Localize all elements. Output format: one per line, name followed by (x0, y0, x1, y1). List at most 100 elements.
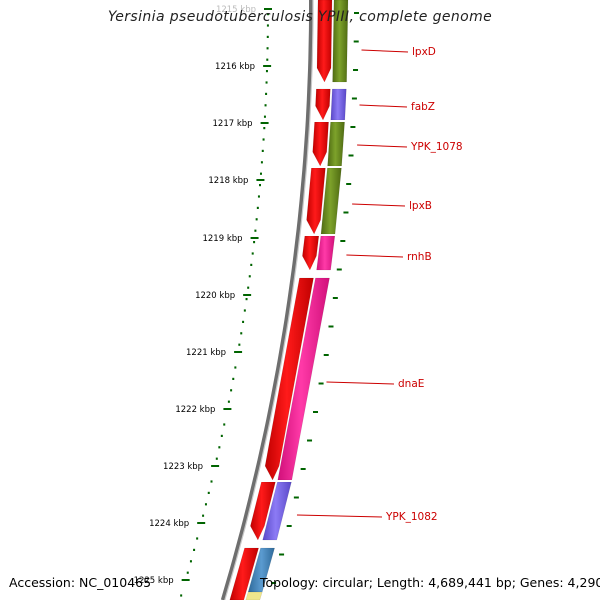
scale-minor-tick (227, 400, 230, 403)
scale-tick: 1215 kbp (216, 5, 273, 15)
scale-minor-tick (207, 491, 210, 494)
scale-tick-label: 1221 kbp (186, 348, 226, 358)
scale-minor-tick (193, 548, 196, 551)
scale-minor-tick (264, 104, 267, 107)
track-minor-tick (286, 525, 292, 527)
scale-tick-label: 1217 kbp (213, 119, 253, 129)
scale-minor-tick (218, 446, 221, 449)
gene-label-text: YPK_1078 (410, 141, 463, 153)
scale-minor-tick (215, 457, 218, 460)
scale-minor-tick (240, 332, 243, 335)
gene-label-text: lpxB (409, 200, 432, 212)
feature-track (229, 0, 353, 600)
scale-minor-tick (250, 263, 253, 266)
scale-minor-tick (266, 58, 269, 61)
scale-minor-tick (263, 127, 266, 130)
gene-label-YPK_1078: YPK_1078 (357, 141, 463, 153)
track-minor-tick (328, 325, 334, 328)
genome-summary-text: Topology: circular; Length: 4,689,441 bp… (260, 575, 600, 590)
gene-label-YPK_1082: YPK_1082 (296, 511, 438, 523)
forward-strand-arrow (229, 547, 259, 600)
scale-tick-label: 1216 kbp (215, 62, 255, 72)
feature-gap (307, 166, 348, 168)
backbone-line (220, 0, 313, 600)
gene-leader-line (357, 144, 408, 148)
scale-minor-tick (258, 184, 261, 187)
scale-minor-tick (260, 161, 263, 164)
scale-minor-tick (266, 47, 269, 50)
gene-leader-line (296, 514, 383, 518)
feature-gap (312, 83, 353, 85)
cds-block (327, 121, 345, 167)
scale-minor-tick (254, 229, 257, 232)
scale-minor-tick (257, 195, 260, 198)
gene-label-rnhB: rnhB (346, 251, 432, 263)
map-title: Yersinia pseudotuberculosis YPIII, compl… (107, 9, 493, 25)
scale-minor-tick (265, 92, 268, 95)
scale-minor-tick (247, 286, 250, 289)
track-minor-tick (340, 240, 346, 242)
scale-minor-tick (248, 275, 251, 278)
gene-label-lpxB: lpxB (352, 200, 432, 212)
scale-minor-tick (253, 241, 256, 244)
gene-label-lpxD: lpxD (361, 46, 436, 58)
gene-label-text: rnhB (407, 251, 432, 263)
gene-label-dnaE: dnaE (326, 378, 424, 390)
backbone (220, 0, 314, 600)
scale-minor-tick (204, 503, 207, 506)
scale-minor-tick (266, 35, 269, 38)
cds-block (316, 235, 336, 271)
scale-minor-tick (265, 70, 268, 73)
scale-minor-tick (196, 537, 199, 540)
scale-tick: 1220 kbp (195, 291, 252, 301)
forward-strand-arrow (264, 277, 314, 481)
scale-minor-tick (202, 514, 205, 517)
scale-minor-tick (210, 480, 213, 483)
track-minor-tick (346, 183, 352, 185)
track-minor-tick (313, 411, 319, 413)
scale-minor-tick (186, 571, 189, 574)
scale-tick-label: 1223 kbp (163, 462, 203, 472)
scale-tick-label: 1218 kbp (208, 176, 248, 186)
scale-minor-tick (262, 138, 265, 141)
track-minor-tick (271, 582, 277, 584)
forward-strand-arrow (312, 121, 329, 167)
scale-tick: 1225 kbp (134, 576, 190, 586)
cds-block (332, 0, 349, 83)
scale-tick-label: 1220 kbp (195, 291, 235, 301)
feature-gap (241, 543, 282, 545)
scale-minor-tick (189, 560, 192, 563)
track-minor-tick (350, 126, 356, 128)
track-minor-tick (300, 468, 306, 470)
scale-minor-tick (265, 81, 268, 84)
scale-tick: 1222 kbp (175, 405, 232, 415)
gene-label-text: lpxD (412, 46, 436, 58)
track-minor-tick (332, 297, 338, 299)
scale-tick: 1223 kbp (163, 462, 220, 472)
track-minor-tick (307, 439, 313, 442)
scale-minor-tick (259, 172, 262, 175)
scale-minor-tick (220, 434, 223, 437)
scale-minor-tick (223, 423, 226, 426)
gene-leader-line (352, 203, 406, 207)
scale-tick: 1218 kbp (208, 176, 265, 186)
scale-minor-tick (266, 24, 269, 27)
track-minor-tick (348, 154, 354, 157)
track-minor-tick (279, 553, 285, 556)
scale-minor-tick (266, 13, 269, 16)
scale-tick: 1216 kbp (215, 62, 272, 72)
cds-block (330, 88, 347, 121)
track-minor-tick (354, 12, 359, 14)
scale-tick-label: 1222 kbp (175, 405, 215, 415)
scale-tick-label: 1219 kbp (202, 234, 242, 244)
gene-leader-line (359, 104, 408, 108)
feature-gap (300, 234, 341, 236)
scale-tick: 1224 kbp (149, 519, 206, 529)
forward-strand-arrow (315, 88, 331, 121)
scale-tick: 1217 kbp (213, 119, 269, 129)
scale-minor-tick (230, 389, 233, 392)
track-minor-tick (293, 496, 299, 499)
scale-tick: 1221 kbp (186, 348, 243, 358)
gene-labels: lpxD fabZ YPK_1078 lpxB rnhB dnaE YPK_1082 (296, 46, 463, 523)
